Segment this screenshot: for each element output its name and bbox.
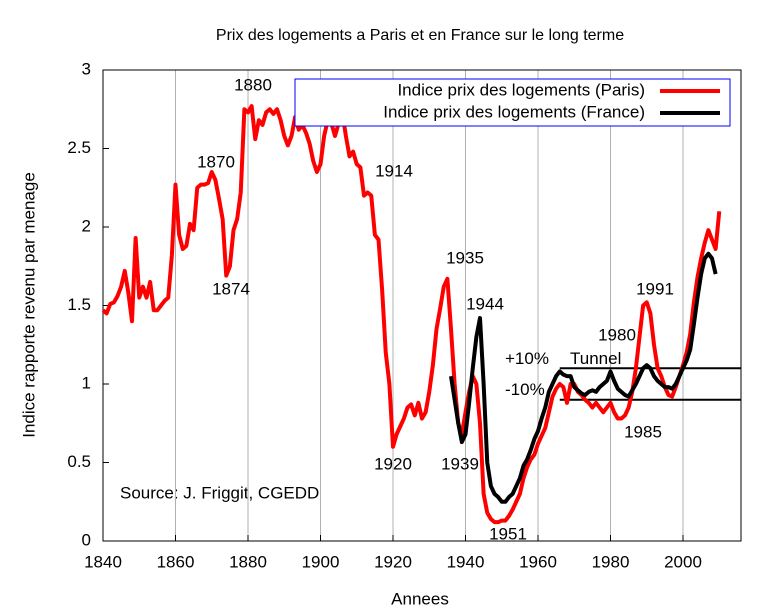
annotation: 1980 <box>598 325 636 344</box>
x-tick-label: 1980 <box>592 552 630 571</box>
tunnel-label: Tunnel <box>570 349 621 368</box>
x-axis-label: Annees <box>391 589 449 608</box>
reference-label: +10% <box>505 349 549 368</box>
y-axis-label: Indice rapporte revenu par menage <box>19 172 38 438</box>
annotation: 1939 <box>441 454 479 473</box>
x-tick-label: 1860 <box>157 552 195 571</box>
legend-box <box>294 78 731 127</box>
legend-label: Indice prix des logements (Paris) <box>397 80 645 99</box>
annotation: 1991 <box>636 279 674 298</box>
y-tick-label: 3 <box>82 59 91 78</box>
chart-title: Prix des logements a Paris et en France … <box>216 27 624 44</box>
x-tick-label: 1960 <box>519 552 557 571</box>
x-tick-label: 1880 <box>229 552 267 571</box>
x-tick-label: 1900 <box>302 552 340 571</box>
annotation: 1935 <box>446 248 484 267</box>
x-tick-label: 1840 <box>84 552 122 571</box>
legend-label: Indice prix des logements (France) <box>383 102 645 121</box>
x-tick-label: 1940 <box>447 552 485 571</box>
x-tick-label: 1920 <box>374 552 412 571</box>
y-tick-label: 1 <box>82 373 91 392</box>
y-tick-label: 1.5 <box>67 295 91 314</box>
annotation: 1985 <box>624 422 662 441</box>
annotation: 1914 <box>375 161 413 180</box>
y-tick-label: 2.5 <box>67 138 91 157</box>
source-note: Source: J. Friggit, CGEDD <box>120 483 319 502</box>
annotation: 1951 <box>489 524 527 543</box>
series-line <box>449 251 718 504</box>
annotation: 1870 <box>197 152 235 171</box>
x-tick-label: 2000 <box>664 552 702 571</box>
annotation: 1880 <box>234 75 272 94</box>
y-tick-label: 2 <box>82 216 91 235</box>
series-line <box>101 104 722 525</box>
y-tick-label: 0 <box>82 530 91 549</box>
annotation: 1944 <box>466 294 504 313</box>
reference-label: -10% <box>505 380 545 399</box>
annotation: 1874 <box>212 279 250 298</box>
annotation: 1920 <box>374 454 412 473</box>
plot-frame <box>102 69 742 542</box>
y-tick-label: 0.5 <box>67 452 91 471</box>
